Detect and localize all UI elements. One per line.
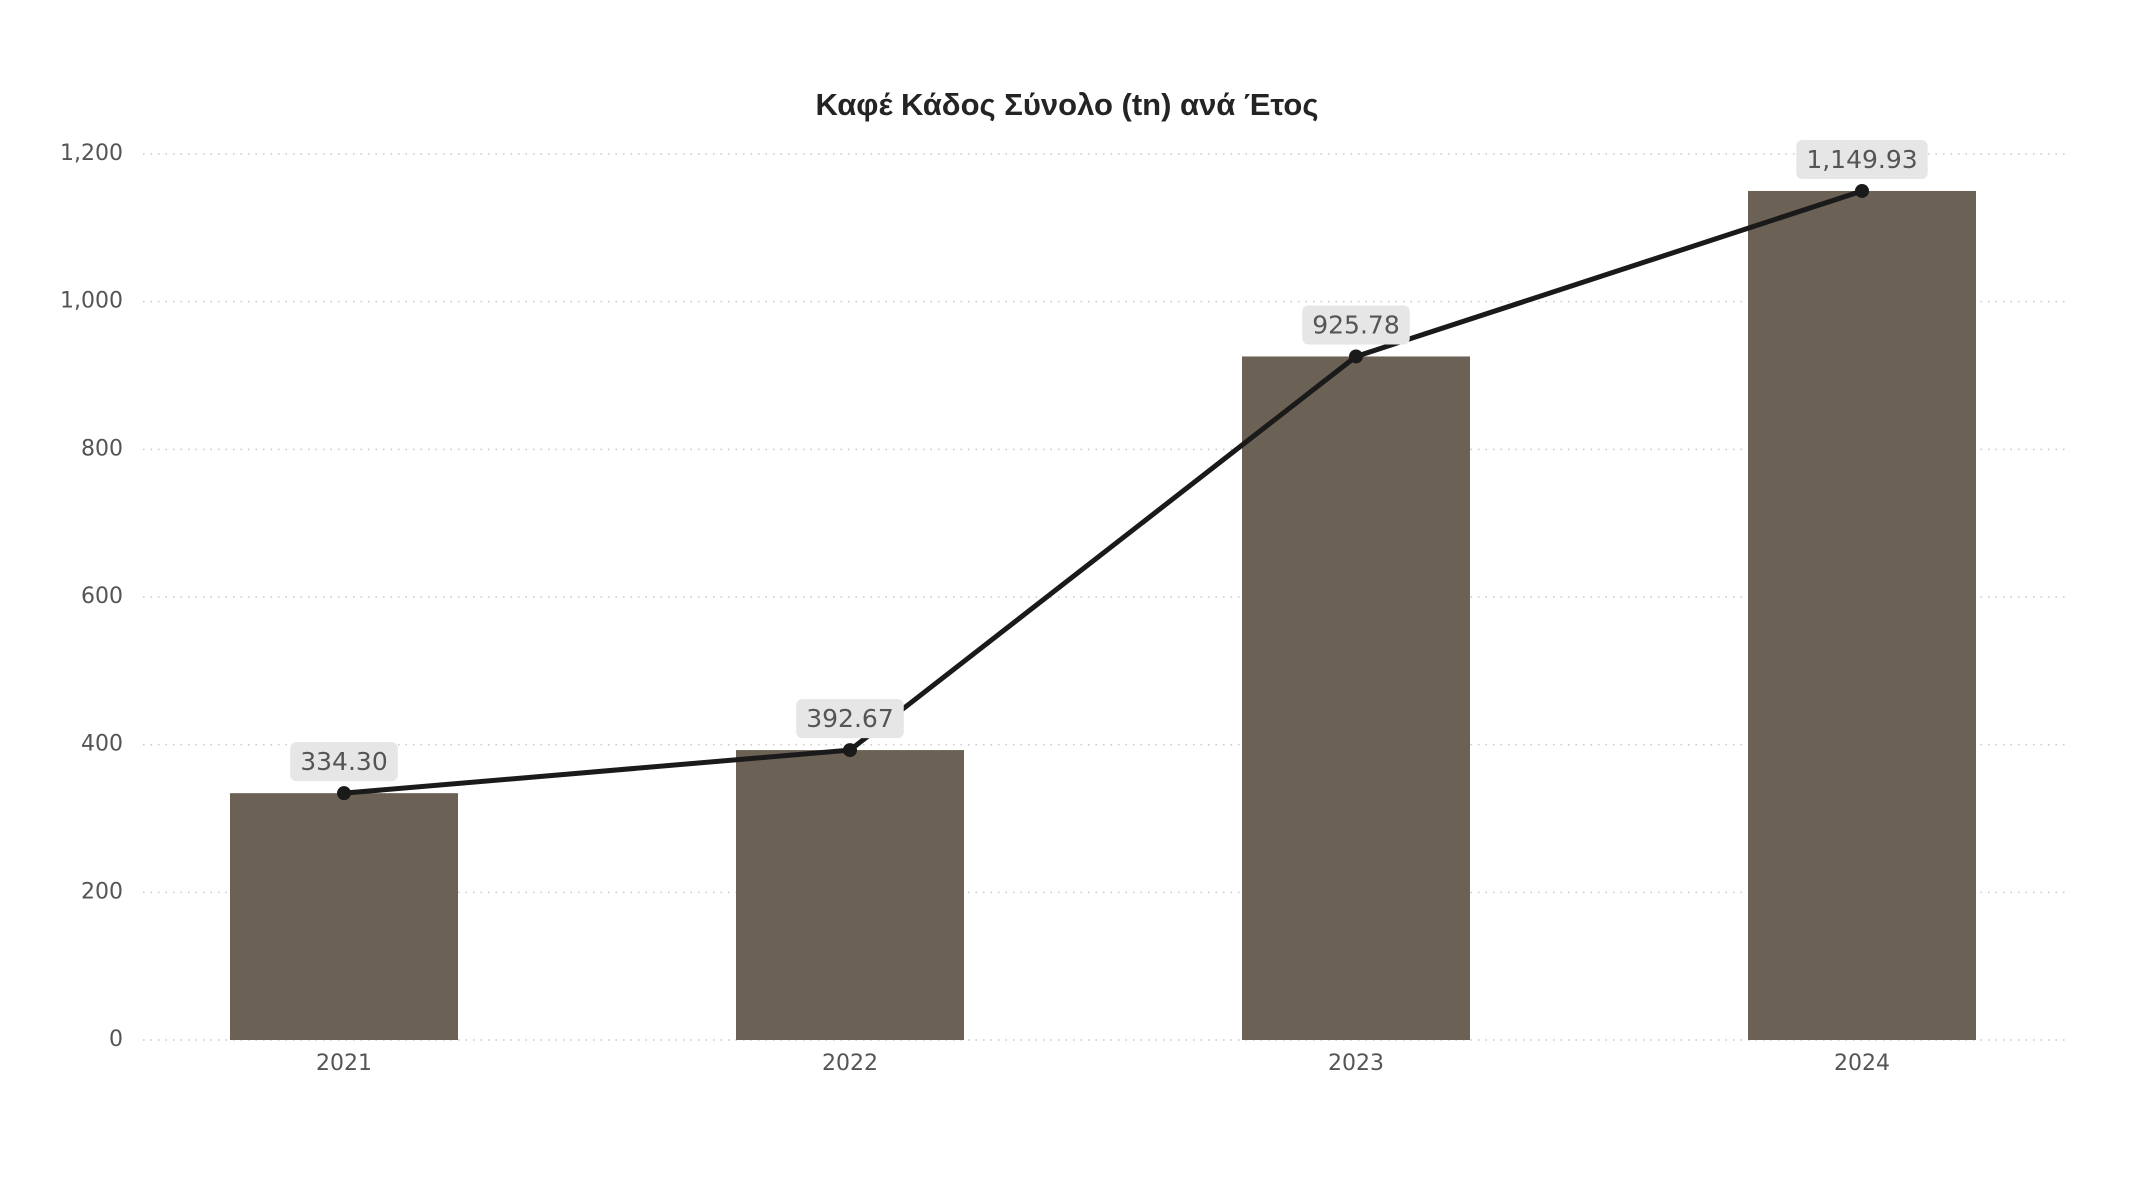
bar [736, 750, 964, 1040]
value-label-bg [1796, 139, 1928, 179]
value-label: 392.67 [806, 704, 893, 733]
value-label: 334.30 [300, 747, 387, 776]
y-tick-label: 800 [81, 436, 123, 461]
value-label: 925.78 [1312, 310, 1399, 339]
value-label: 1,149.93 [1806, 145, 1917, 174]
line [343, 188, 1863, 796]
y-tick-label: 1,000 [60, 289, 123, 314]
x-tick-label: 2022 [822, 1051, 878, 1076]
line-point [1855, 183, 1869, 198]
value-label-bg [1302, 305, 1410, 345]
x-tick-label: 2024 [1834, 1051, 1890, 1076]
bar [230, 793, 458, 1040]
value-label-group: 1,149.93 [1796, 139, 1928, 179]
line-point [337, 786, 351, 801]
bar [1748, 190, 1976, 1040]
x-tick-label: 2021 [316, 1051, 372, 1076]
value-label-group: 925.78 [1302, 305, 1410, 345]
value-label-group: 334.30 [290, 742, 398, 782]
chart-title: Καφέ Κάδος Σύνολο (tn) ανά Έτος [816, 87, 1319, 122]
y-tick-label: 600 [81, 584, 123, 609]
value-label-bg [290, 742, 398, 782]
y-tick-label: 400 [81, 732, 123, 757]
y-tick-label: 1,200 [60, 141, 123, 166]
value-label-group: 392.67 [796, 699, 904, 739]
line-point [1349, 349, 1363, 364]
y-tick-label: 200 [81, 879, 123, 904]
x-tick-label: 2023 [1328, 1051, 1384, 1076]
bar [1242, 356, 1470, 1040]
value-label-bg [796, 699, 904, 739]
line-point [843, 743, 857, 758]
y-tick-label: 0 [109, 1027, 123, 1052]
